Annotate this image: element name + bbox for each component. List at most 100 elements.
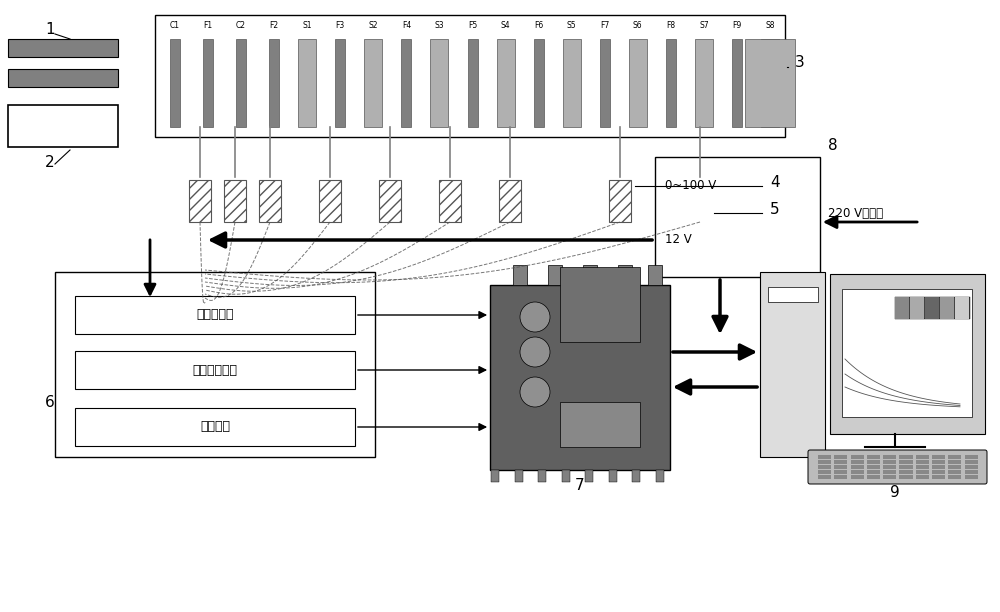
Bar bbox=[203, 39, 213, 127]
Bar bbox=[834, 465, 847, 469]
Text: F1: F1 bbox=[203, 20, 213, 29]
Bar bbox=[948, 460, 961, 464]
Bar bbox=[851, 460, 864, 464]
FancyBboxPatch shape bbox=[75, 296, 355, 334]
Bar bbox=[948, 475, 961, 479]
Bar bbox=[379, 180, 401, 222]
Bar bbox=[965, 465, 978, 469]
Bar bbox=[932, 465, 945, 469]
Bar bbox=[732, 39, 742, 127]
Bar bbox=[883, 465, 896, 469]
FancyBboxPatch shape bbox=[75, 408, 355, 446]
Bar bbox=[932, 470, 945, 474]
Bar bbox=[940, 297, 954, 319]
Bar bbox=[916, 460, 929, 464]
Bar bbox=[563, 39, 581, 127]
Text: F8: F8 bbox=[666, 20, 675, 29]
Bar bbox=[932, 455, 945, 459]
Bar bbox=[899, 470, 912, 474]
FancyBboxPatch shape bbox=[8, 105, 118, 147]
Bar bbox=[513, 265, 527, 285]
Bar bbox=[834, 470, 847, 474]
Text: 6: 6 bbox=[45, 395, 55, 410]
FancyBboxPatch shape bbox=[75, 351, 355, 389]
Bar bbox=[656, 470, 664, 482]
Bar bbox=[867, 455, 880, 459]
Bar bbox=[899, 465, 912, 469]
Text: 5: 5 bbox=[770, 202, 780, 217]
Bar bbox=[335, 39, 345, 127]
Bar bbox=[916, 475, 929, 479]
Bar bbox=[224, 180, 246, 222]
Text: 2: 2 bbox=[45, 155, 55, 170]
Text: S1: S1 bbox=[302, 20, 312, 29]
Bar bbox=[955, 297, 969, 319]
Text: S7: S7 bbox=[699, 20, 709, 29]
Bar bbox=[548, 265, 562, 285]
Bar bbox=[883, 475, 896, 479]
FancyBboxPatch shape bbox=[490, 285, 670, 470]
Bar bbox=[932, 460, 945, 464]
Bar bbox=[695, 39, 713, 127]
Bar bbox=[236, 39, 246, 127]
Bar bbox=[883, 460, 896, 464]
Bar bbox=[851, 470, 864, 474]
Bar bbox=[560, 267, 640, 342]
Bar bbox=[534, 39, 544, 127]
Bar bbox=[560, 402, 640, 447]
Bar bbox=[618, 265, 632, 285]
Bar bbox=[883, 455, 896, 459]
Bar bbox=[851, 475, 864, 479]
Bar bbox=[401, 39, 411, 127]
Bar bbox=[883, 470, 896, 474]
Bar bbox=[499, 180, 521, 222]
Bar bbox=[965, 460, 978, 464]
FancyBboxPatch shape bbox=[655, 157, 820, 277]
Bar bbox=[430, 39, 448, 127]
Bar bbox=[834, 455, 847, 459]
FancyBboxPatch shape bbox=[808, 450, 987, 484]
FancyBboxPatch shape bbox=[55, 272, 375, 457]
Text: S8: S8 bbox=[765, 20, 775, 29]
Bar bbox=[745, 39, 795, 127]
Bar bbox=[916, 455, 929, 459]
Bar bbox=[916, 465, 929, 469]
Bar bbox=[319, 180, 341, 222]
Text: S5: S5 bbox=[567, 20, 576, 29]
Bar bbox=[925, 297, 939, 319]
FancyBboxPatch shape bbox=[8, 69, 118, 87]
Bar bbox=[899, 460, 912, 464]
Bar bbox=[583, 265, 597, 285]
Text: F3: F3 bbox=[336, 20, 345, 29]
Text: S2: S2 bbox=[369, 20, 378, 29]
Text: 0~100 V: 0~100 V bbox=[665, 179, 716, 192]
Bar bbox=[609, 180, 631, 222]
Bar bbox=[834, 460, 847, 464]
Bar bbox=[948, 465, 961, 469]
Bar bbox=[965, 475, 978, 479]
FancyBboxPatch shape bbox=[830, 274, 985, 434]
Text: F6: F6 bbox=[534, 20, 543, 29]
Bar bbox=[851, 465, 864, 469]
Bar bbox=[948, 455, 961, 459]
Bar bbox=[932, 475, 945, 479]
Text: F4: F4 bbox=[402, 20, 411, 29]
Bar bbox=[468, 39, 478, 127]
Bar bbox=[648, 265, 662, 285]
Bar bbox=[834, 475, 847, 479]
Bar bbox=[818, 475, 831, 479]
Circle shape bbox=[520, 337, 550, 367]
Bar bbox=[761, 39, 779, 127]
Bar bbox=[851, 455, 864, 459]
Text: S3: S3 bbox=[435, 20, 444, 29]
Text: C2: C2 bbox=[236, 20, 246, 29]
Text: F5: F5 bbox=[468, 20, 477, 29]
Bar bbox=[818, 460, 831, 464]
Bar bbox=[364, 39, 382, 127]
Bar bbox=[269, 39, 279, 127]
Bar bbox=[538, 470, 546, 482]
Text: 滤波成型电路: 滤波成型电路 bbox=[193, 364, 238, 376]
Text: S4: S4 bbox=[501, 20, 510, 29]
Text: 7: 7 bbox=[575, 478, 585, 493]
Text: 220 V交流电: 220 V交流电 bbox=[828, 207, 883, 220]
